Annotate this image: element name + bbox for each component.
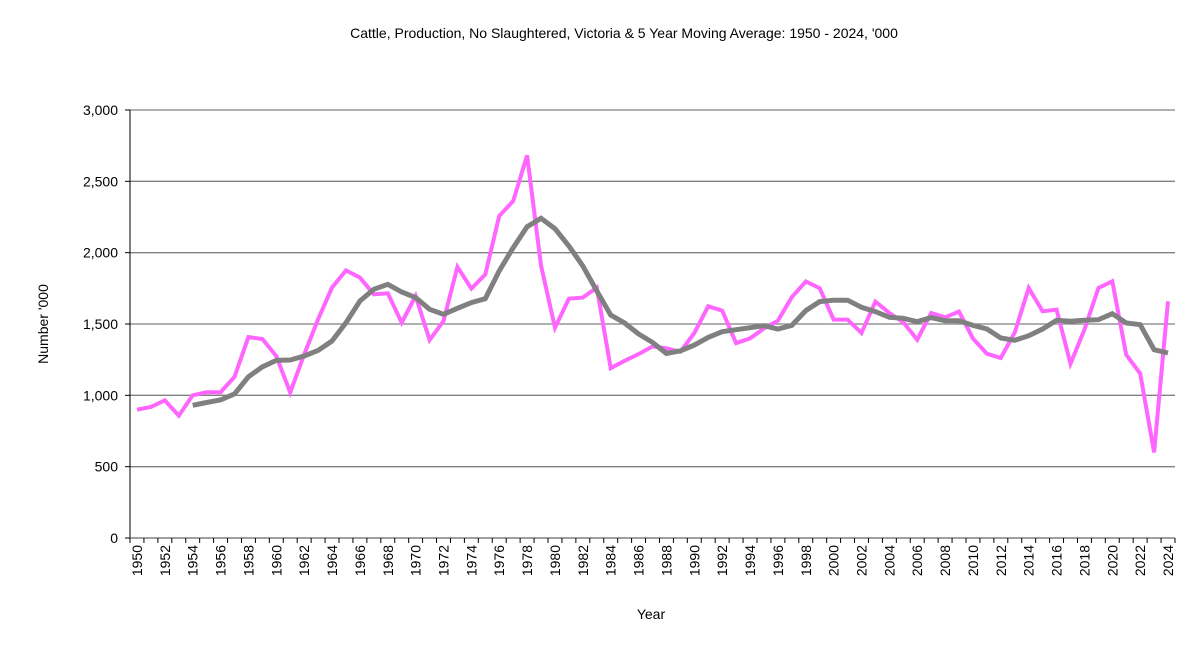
x-tick-label: 2016 xyxy=(1049,545,1065,576)
x-tick-label: 2018 xyxy=(1076,545,1092,576)
x-tick-label: 1956 xyxy=(213,545,229,576)
x-tick-label: 1998 xyxy=(798,545,814,576)
x-axis-label: Year xyxy=(637,606,666,622)
x-tick-label: 2014 xyxy=(1021,545,1037,576)
x-tick-label: 1974 xyxy=(463,545,479,576)
gridlines xyxy=(130,109,1175,468)
y-tick-label: 1,000 xyxy=(83,387,118,403)
x-tick-label: 1970 xyxy=(408,545,424,576)
y-tick-label: 500 xyxy=(95,459,119,475)
x-tick-label: 1982 xyxy=(575,545,591,576)
y-axis-label: Number '000 xyxy=(35,284,51,364)
x-tick-label: 2006 xyxy=(909,545,925,576)
x-tick-label: 1978 xyxy=(519,545,535,576)
x-tick-label: 1954 xyxy=(185,545,201,576)
x-tick-label: 2024 xyxy=(1160,545,1176,576)
x-tick-label: 1992 xyxy=(714,545,730,576)
y-tick-label: 1,500 xyxy=(83,316,118,332)
x-tick-label: 2004 xyxy=(881,545,897,576)
chart-title: Cattle, Production, No Slaughtered, Vict… xyxy=(350,25,898,41)
x-tick-label: 1996 xyxy=(770,545,786,576)
x-tick-label: 1964 xyxy=(324,545,340,576)
x-tick-label: 1960 xyxy=(268,545,284,576)
x-tick-label: 1972 xyxy=(436,545,452,576)
x-tick-label: 2002 xyxy=(854,545,870,576)
x-tick-label: 2022 xyxy=(1132,545,1148,576)
x-tick-label: 1984 xyxy=(603,545,619,576)
x-tick-label: 2012 xyxy=(993,545,1009,576)
x-axis-ticks: 1950 1952 1954 1956 1958 1960 1962 1964 1966 1968… xyxy=(129,538,1176,576)
x-tick-label: 1968 xyxy=(380,545,396,576)
x-tick-label: 1952 xyxy=(157,545,173,576)
x-tick-label: 2008 xyxy=(937,545,953,576)
x-tick-label: 1986 xyxy=(631,545,647,576)
y-tick-label: 0 xyxy=(110,530,118,546)
series-lines xyxy=(136,154,1170,453)
x-tick-label: 1980 xyxy=(547,545,563,576)
y-tick-label: 2,000 xyxy=(83,245,118,261)
x-tick-label: 1988 xyxy=(658,545,674,576)
x-tick-label: 1990 xyxy=(686,545,702,576)
series-line-production xyxy=(136,154,1170,453)
x-tick-label: 1966 xyxy=(352,545,368,576)
x-tick-label: 1962 xyxy=(296,545,312,576)
y-tick-label: 3,000 xyxy=(83,102,118,118)
y-tick-label: 2,500 xyxy=(83,173,118,189)
y-axis-ticks: 0 500 1,000 1,500 2,000 2,500 3,000 xyxy=(83,102,130,546)
x-tick-label: 2020 xyxy=(1104,545,1120,576)
x-tick-label: 2000 xyxy=(826,545,842,576)
x-tick-label: 1958 xyxy=(240,545,256,576)
x-tick-label: 2010 xyxy=(965,545,981,576)
x-tick-label: 1976 xyxy=(491,545,507,576)
x-tick-label: 1994 xyxy=(742,545,758,576)
x-tick-label: 1950 xyxy=(129,545,145,576)
